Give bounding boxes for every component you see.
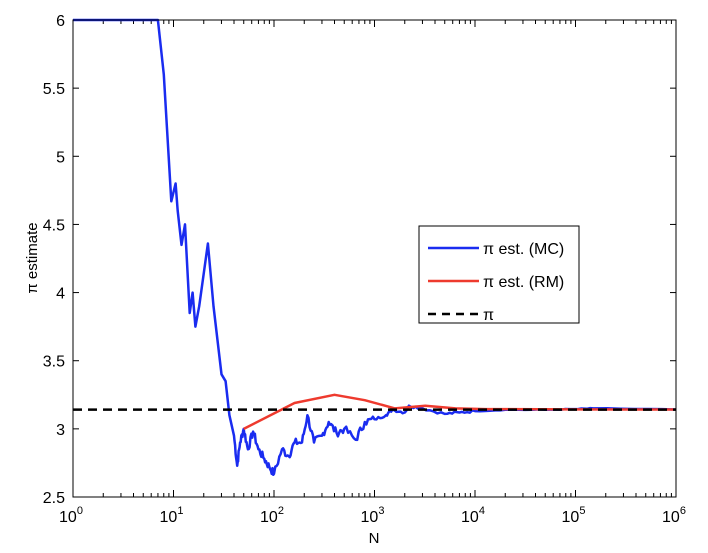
y-tick-label: 5.5 <box>43 81 65 98</box>
y-tick-label: 2.5 <box>43 490 65 507</box>
plot-frame <box>72 19 677 498</box>
x-axis-label: N <box>369 530 380 547</box>
y-tick-label: 4 <box>56 286 65 303</box>
y-tick-label: 4.5 <box>43 217 65 234</box>
y-tick-label: 3.5 <box>43 354 65 371</box>
y-tick-label: 6 <box>56 13 65 30</box>
x-tick-label: 105 <box>562 505 586 526</box>
y-tick-label: 5 <box>56 149 65 166</box>
legend-box <box>418 225 580 324</box>
x-tick-label: 104 <box>461 505 485 526</box>
x-tick-label: 102 <box>260 505 284 526</box>
legend-label-pi: π <box>483 307 494 324</box>
x-tick-label: 101 <box>160 505 184 526</box>
legend: π est. (MC) π est. (RM) π <box>418 225 580 324</box>
y-tick-label: 3 <box>56 422 65 439</box>
x-tick-label: 106 <box>662 505 686 526</box>
x-tick-label: 100 <box>59 505 83 526</box>
series-line-mc <box>73 18 677 477</box>
legend-label-rm: π est. (RM) <box>483 274 564 291</box>
x-tick-label: 103 <box>361 505 385 526</box>
legend-label-mc: π est. (MC) <box>483 241 564 258</box>
y-axis-label: π estimate <box>24 222 41 293</box>
